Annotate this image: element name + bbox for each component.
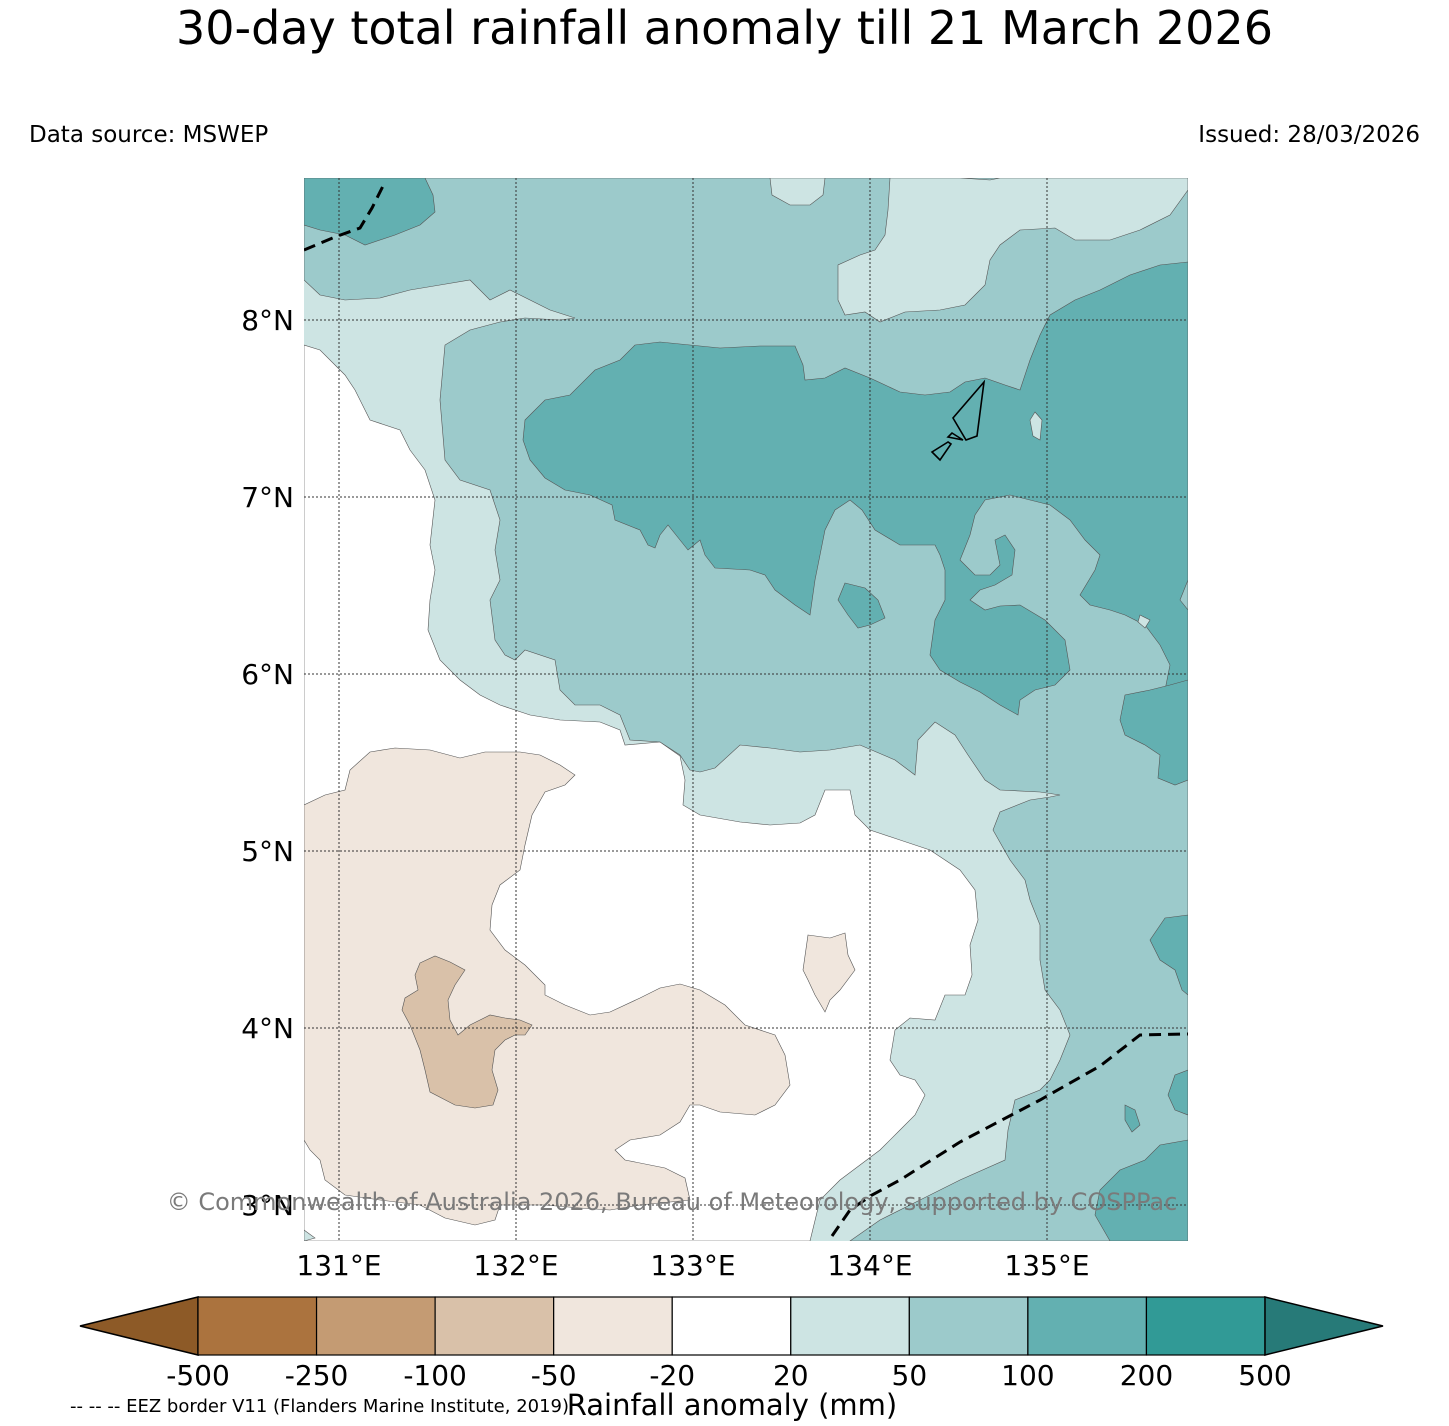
colorbar-segment [553,1296,673,1356]
map-area [304,178,1188,1241]
lat-label-7n: 7°N [241,481,294,514]
colorbar-segment [908,1296,1029,1356]
colorbar-tick-label: 500 [1238,1359,1291,1392]
issued-date: Issued: 28/03/2026 [1198,122,1420,148]
lat-label-4n: 4°N [241,1012,294,1045]
island-outlines [930,379,986,462]
colorbar-tick-label: -20 [649,1359,695,1392]
colorbar-tick-label: -50 [531,1359,577,1392]
colorbar-segment [434,1296,555,1356]
anomaly-blob-100-200-se2 [1167,1069,1188,1116]
anomaly-band-minus100-minus50 [401,955,533,1109]
anomaly-islet-minus50-minus20 [802,932,856,1013]
colorbar-label: Rainfall anomaly (mm) [567,1388,898,1422]
anomaly-blob-100-200-east [1119,679,1188,786]
anomaly-band-100-200-central [522,261,1188,716]
lon-label-134e: 134°E [827,1249,912,1282]
colorbar: -500 -250 -100 -50 -20 20 50 100 200 500 [79,1296,1384,1392]
lat-label-6n: 6°N [241,658,294,691]
lat-label-8n: 8°N [241,304,294,337]
colorbar-segment [315,1296,436,1356]
lat-label-3n: 3°N [241,1189,294,1222]
anomaly-blob-100-200-se3 [1094,1139,1188,1241]
anomaly-band-minus50-minus20 [304,747,791,1226]
lon-label-135e: 135°E [1004,1249,1089,1282]
colorbar-tick-label: -500 [166,1359,230,1392]
lat-label-5n: 5°N [241,835,294,868]
anomaly-islet-20-50-a [1029,411,1043,441]
colorbar-tick-label: 100 [1001,1359,1054,1392]
map-title: 30-day total rainfall anomaly till 21 Ma… [176,1,1273,55]
anomaly-corner-20-50-sw [304,1229,316,1241]
colorbar-segment [790,1296,910,1356]
graticule [304,178,1188,1241]
lon-label-133e: 133°E [650,1249,735,1282]
anomaly-islet-20-50-b [1137,614,1151,629]
colorbar-segment [1027,1296,1148,1356]
colorbar-segment [671,1296,792,1356]
lon-label-131e: 131°E [296,1249,381,1282]
eez-border-nw [304,181,387,252]
colorbar-segment [197,1296,318,1356]
island-shape-b [946,431,964,441]
eez-border-se [830,1032,1188,1237]
copyright-notice: © Commonwealth of Australia 2026, Bureau… [167,1188,1178,1216]
eez-legend-note: -- -- -- EEZ border V11 (Flanders Marine… [70,1396,569,1417]
lon-label-132e: 132°E [473,1249,558,1282]
anomaly-blob-100-200-a [837,582,886,629]
island-shape-c [930,441,953,462]
eez-border [304,181,1188,1237]
colorbar-tick-label: 50 [892,1359,928,1392]
colorbar-tick-label: 20 [773,1359,809,1392]
colorbar-extend-low [79,1296,199,1356]
colorbar-tick-label: -100 [403,1359,467,1392]
colorbar-segment [1145,1296,1266,1356]
island-shape-a [952,379,986,441]
colorbar-extend-high [1264,1296,1384,1356]
anomaly-blob-100-200-se1 [1149,914,1188,996]
colorbar-tick-label: -250 [285,1359,349,1392]
colorbar-tick-label: 200 [1120,1359,1173,1392]
anomaly-blob-100-200-se4 [1124,1104,1141,1133]
data-source: Data source: MSWEP [29,122,269,148]
